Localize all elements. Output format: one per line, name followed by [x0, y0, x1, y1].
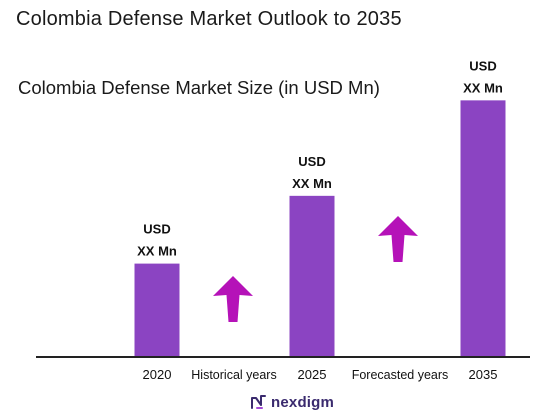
- up-arrow-shape: [213, 276, 253, 322]
- bar-2025: [289, 195, 335, 356]
- period-label-forecasted: Forecasted years: [352, 368, 449, 382]
- tick-label-2035: 2035: [469, 367, 498, 382]
- brand-name: nexdigm: [271, 393, 335, 411]
- page-title: Colombia Defense Market Outlook to 2035: [16, 8, 402, 30]
- up-arrow-icon: [378, 216, 418, 262]
- tick-labels-group: 2020 2025 2035: [143, 367, 498, 382]
- value-label-2035-unit: USD: [469, 58, 496, 73]
- value-label-2020-unit: USD: [143, 222, 170, 237]
- nexdigm-logo-icon: [251, 395, 266, 409]
- value-label-2025-unit: USD: [298, 154, 325, 169]
- tick-label-2020: 2020: [143, 367, 172, 382]
- value-labels-group: USD XX Mn USD XX Mn USD XX Mn: [137, 58, 503, 258]
- value-label-2020-amount: XX Mn: [137, 244, 177, 259]
- period-label-historical: Historical years: [191, 368, 276, 382]
- chart-title: Colombia Defense Market Size (in USD Mn): [18, 77, 380, 98]
- up-arrow-shape: [378, 216, 418, 262]
- bars-group: [134, 100, 506, 356]
- bar-2035: [460, 100, 506, 356]
- tick-label-2025: 2025: [298, 367, 327, 382]
- up-arrow-icon: [213, 276, 253, 322]
- brand-logo: nexdigm: [250, 391, 334, 413]
- value-label-2035-amount: XX Mn: [463, 80, 503, 95]
- value-label-2025-amount: XX Mn: [292, 176, 332, 191]
- bar-2020: [134, 263, 180, 356]
